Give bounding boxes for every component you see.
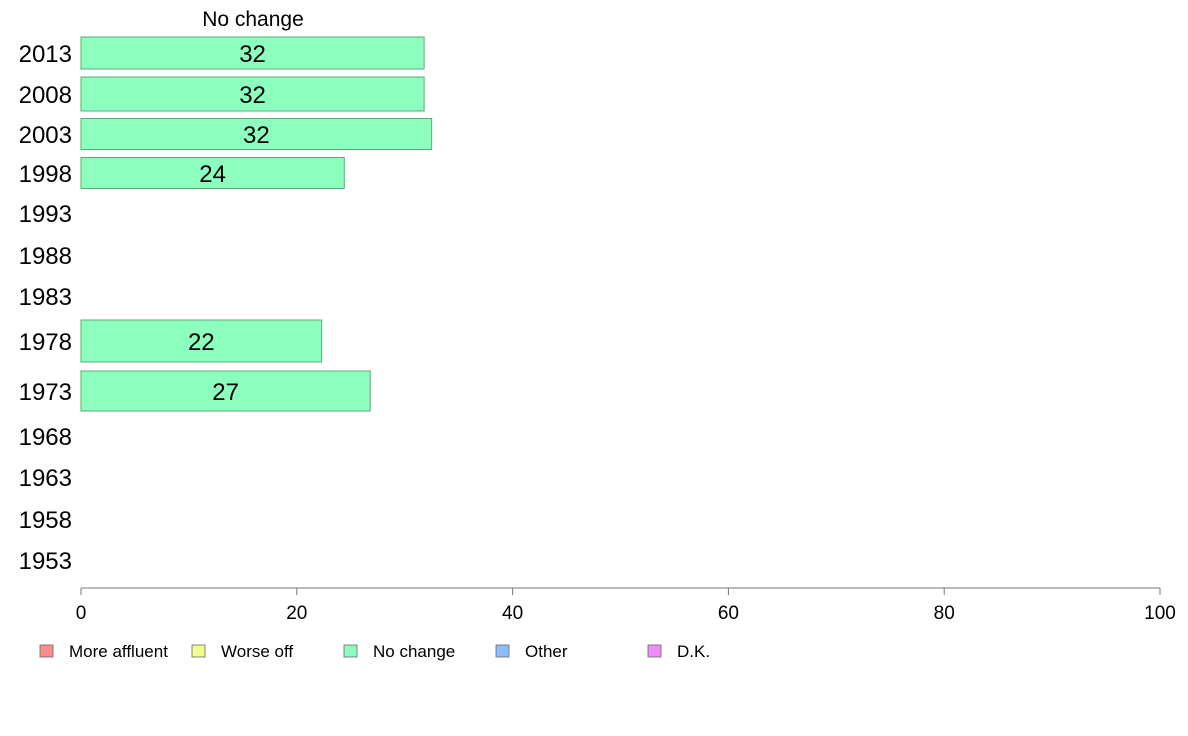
legend-swatch [495, 644, 510, 658]
x-tick-label: 60 [718, 603, 739, 624]
bar-value-label: 32 [243, 122, 270, 149]
x-tick-label: 20 [286, 603, 307, 624]
year-label: 1953 [19, 548, 72, 575]
legend-label: More affluent [69, 642, 168, 661]
legend-label: Other [525, 642, 568, 661]
bar-value-label: 24 [199, 161, 226, 188]
year-label: 1968 [19, 424, 72, 451]
year-label: 2008 [19, 82, 72, 109]
year-label: 1978 [19, 329, 72, 356]
bar-value-label: 22 [188, 329, 215, 356]
x-tick-label: 40 [502, 603, 523, 624]
year-label: 1988 [19, 243, 72, 270]
legend-swatch [647, 644, 662, 658]
year-label: 1963 [19, 465, 72, 492]
legend-label: D.K. [677, 642, 710, 661]
bar-no-change [80, 118, 433, 150]
x-axis: 0 20 40 60 80 100 [76, 587, 1176, 624]
panel-title: No change [202, 8, 304, 31]
x-tick-label: 100 [1144, 603, 1176, 624]
year-label: 2013 [19, 41, 72, 68]
legend-swatch [39, 644, 54, 658]
bar-value-label: 32 [239, 41, 266, 68]
bar-value-label: 32 [239, 82, 266, 109]
legend-label: Worse off [221, 642, 293, 661]
legend-label: No change [373, 642, 455, 661]
legend-swatch [191, 644, 206, 658]
bar-no-change [80, 76, 425, 112]
year-label: 1998 [19, 161, 72, 188]
bar-rows: 2013 32 2008 32 2003 32 1998 24 1993 1988 1983 1978… [19, 36, 433, 575]
year-label: 1993 [19, 201, 72, 228]
legend-swatch [343, 644, 358, 658]
x-tick-label: 80 [934, 603, 955, 624]
year-label: 1973 [19, 379, 72, 406]
legend: More affluent Worse off No change Other D.K. [39, 642, 710, 661]
x-tick-label: 0 [76, 603, 87, 624]
year-label: 2003 [19, 122, 72, 149]
bar-no-change [80, 36, 425, 70]
bar-no-change [80, 157, 345, 189]
year-label: 1958 [19, 507, 72, 534]
bar-no-change [80, 370, 371, 412]
bar-no-change [80, 319, 323, 363]
bar-value-label: 27 [212, 379, 239, 406]
year-label: 1983 [19, 284, 72, 311]
